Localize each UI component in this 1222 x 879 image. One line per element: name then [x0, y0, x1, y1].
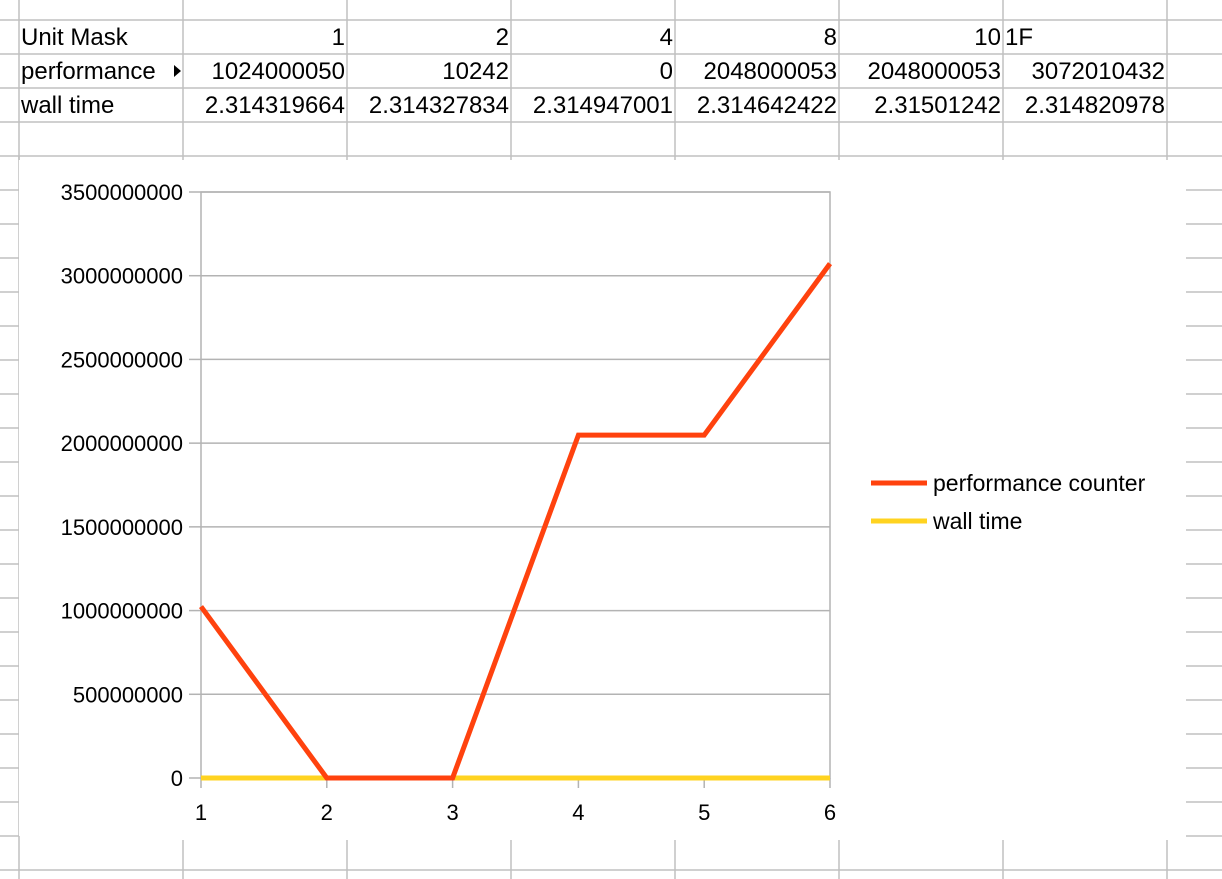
row-label[interactable]: wall time — [21, 92, 115, 119]
table-cell[interactable]: 2.314327834 — [368, 92, 509, 119]
y-tick-label: 2000000000 — [61, 431, 183, 456]
table-cell[interactable]: 2.314820978 — [1024, 92, 1165, 119]
x-tick-label: 5 — [698, 800, 710, 825]
table-cell[interactable]: 4 — [659, 24, 673, 51]
x-tick-label: 1 — [195, 800, 207, 825]
table-cell[interactable]: 2.314319664 — [204, 92, 345, 119]
series-line-performance-counter[interactable] — [198, 262, 833, 781]
legend-label: performance counter — [933, 470, 1146, 496]
x-tick-label: 6 — [824, 800, 836, 825]
plot-area — [200, 191, 831, 779]
y-tick-label: 3000000000 — [61, 264, 183, 289]
y-tick-label: 2500000000 — [61, 347, 183, 372]
table-cell[interactable]: 2048000053 — [703, 58, 837, 85]
y-tick-label: 0 — [171, 766, 183, 791]
chart-canvas: 0 500000000 1000000000 1500000000 2000000000… — [61, 180, 1146, 825]
table-cell[interactable]: 1F — [1005, 24, 1034, 51]
x-tick-label: 4 — [572, 800, 584, 825]
table-cell[interactable]: 2 — [495, 24, 509, 51]
table-cell[interactable]: 10 — [974, 24, 1001, 51]
row-label[interactable]: performance — [21, 58, 156, 85]
legend-label: wall time — [932, 508, 1022, 534]
comment-indicator-icon[interactable] — [174, 65, 181, 77]
table-cell[interactable]: 8 — [823, 24, 837, 51]
table-cell[interactable]: 2.314642422 — [696, 92, 837, 119]
table-cell[interactable]: 2048000053 — [867, 58, 1001, 85]
x-tick-label: 2 — [321, 800, 333, 825]
table-cell[interactable]: 1024000050 — [211, 58, 345, 85]
table-cell[interactable]: 1 — [331, 24, 345, 51]
y-tick-label: 1500000000 — [61, 515, 183, 540]
table-cell[interactable]: 2.31501242 — [874, 92, 1001, 119]
y-tick-label: 3500000000 — [61, 180, 183, 205]
row-label[interactable]: Unit Mask — [21, 24, 128, 51]
y-tick-label: 500000000 — [73, 682, 183, 707]
y-tick-label: 1000000000 — [61, 599, 183, 624]
line-chart[interactable]: 0 500000000 1000000000 1500000000 2000000000… — [19, 160, 1182, 836]
table-cell[interactable]: 0 — [659, 58, 673, 85]
table-cell[interactable]: 3072010432 — [1031, 58, 1165, 85]
table-cell[interactable]: 10242 — [442, 58, 509, 85]
table-cell[interactable]: 2.314947001 — [532, 92, 673, 119]
x-tick-label: 3 — [446, 800, 458, 825]
